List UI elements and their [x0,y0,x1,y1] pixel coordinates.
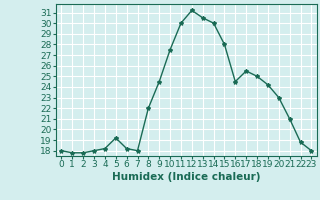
X-axis label: Humidex (Indice chaleur): Humidex (Indice chaleur) [112,172,261,182]
